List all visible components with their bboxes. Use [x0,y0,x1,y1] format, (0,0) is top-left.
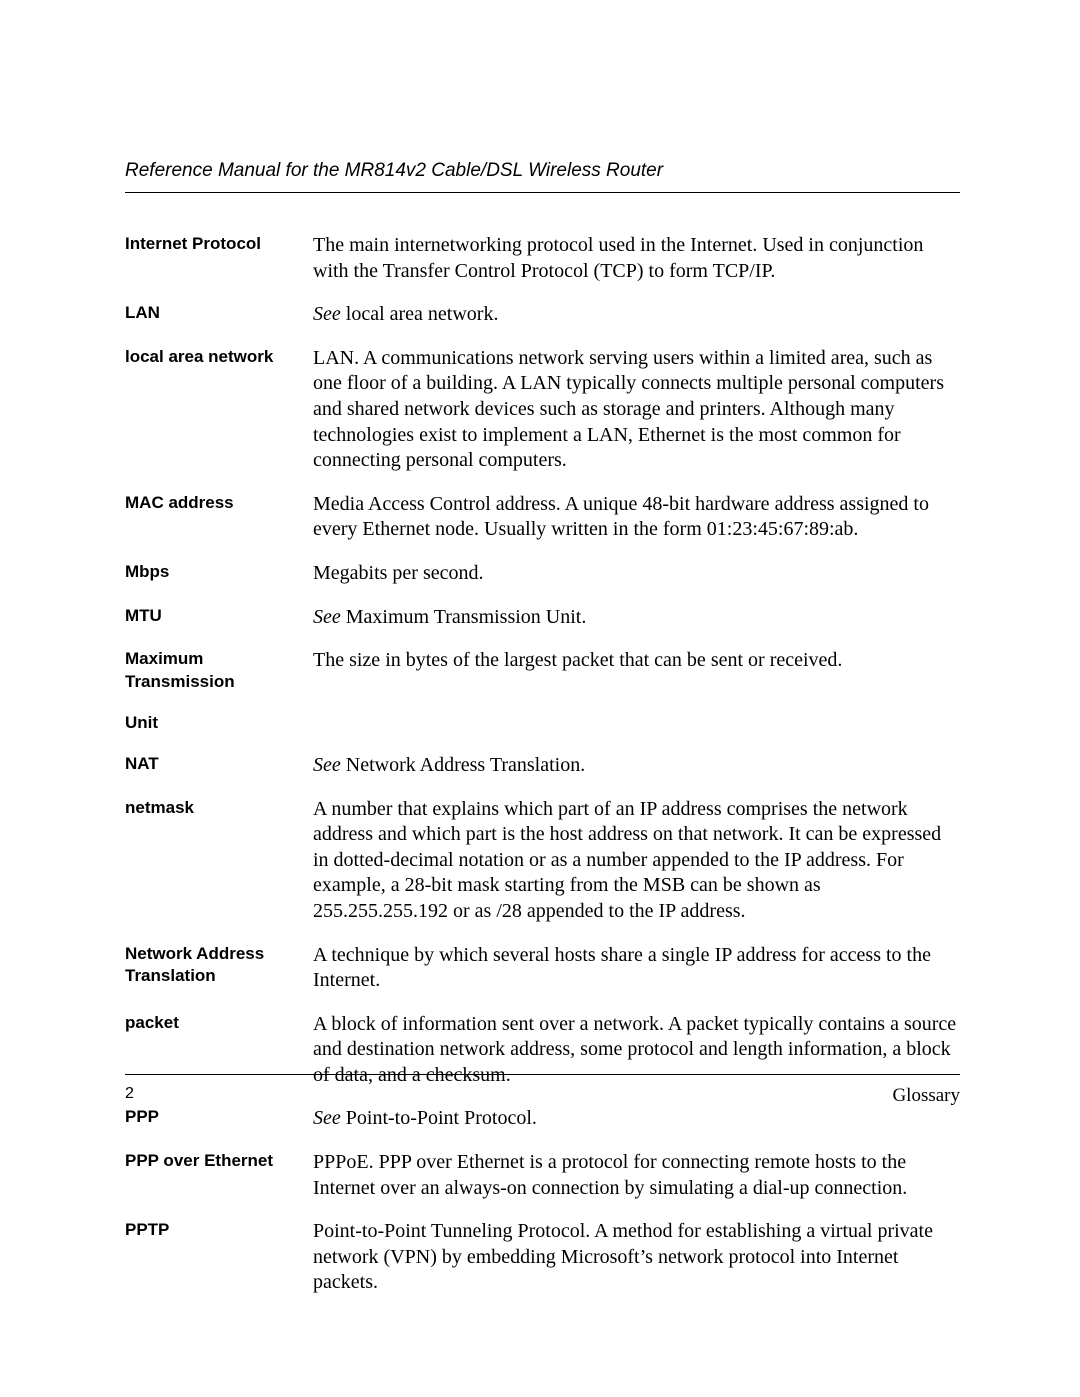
see-prefix: See [313,606,341,628]
definition: See Network Address Translation. [313,753,960,779]
definition: Point-to-Point Tunneling Protocol. A met… [313,1219,960,1296]
definition: A number that explains which part of an … [313,797,960,925]
glossary-entry: local area network LAN. A communications… [125,346,960,474]
term: Unit [125,712,313,735]
definition: Megabits per second. [313,561,960,587]
glossary-entry: PPP See Point-to-Point Protocol. [125,1106,960,1132]
term: PPP [125,1106,313,1129]
glossary-entry: MAC address Media Access Control address… [125,492,960,543]
term: Mbps [125,561,313,584]
definition: LAN. A communications network serving us… [313,346,960,474]
page-footer: 2 Glossary [125,1074,960,1107]
see-target: local area network. [341,303,499,325]
see-prefix: See [313,303,341,325]
definition: Media Access Control address. A unique 4… [313,492,960,543]
term: packet [125,1012,313,1035]
see-prefix: See [313,754,341,776]
definition: See Maximum Transmission Unit. [313,605,960,631]
page-number: 2 [125,1085,134,1107]
glossary-list: Internet Protocol The main internetworki… [125,233,960,1296]
definition: The size in bytes of the largest packet … [313,648,960,674]
glossary-entry: PPTP Point-to-Point Tunneling Protocol. … [125,1219,960,1296]
term: netmask [125,797,313,820]
see-target: Network Address Translation. [341,754,585,776]
glossary-entry: Internet Protocol The main internetworki… [125,233,960,284]
term: LAN [125,302,313,325]
glossary-entry: LAN See local area network. [125,302,960,328]
see-prefix: See [313,1107,341,1129]
glossary-entry: Maximum Transmission The size in bytes o… [125,648,960,694]
glossary-entry: MTU See Maximum Transmission Unit. [125,605,960,631]
term: Network Address Translation [125,943,313,989]
term: Maximum Transmission [125,648,313,694]
see-target: Point-to-Point Protocol. [341,1107,537,1129]
definition: See local area network. [313,302,960,328]
see-target: Maximum Transmission Unit. [341,606,587,628]
definition: PPPoE. PPP over Ethernet is a protocol f… [313,1150,960,1201]
definition: The main internetworking protocol used i… [313,233,960,284]
glossary-entry: NAT See Network Address Translation. [125,753,960,779]
definition: See Point-to-Point Protocol. [313,1106,960,1132]
footer-section: Glossary [892,1085,960,1107]
term: Internet Protocol [125,233,313,256]
running-header: Reference Manual for the MR814v2 Cable/D… [125,160,960,193]
definition: A technique by which several hosts share… [313,943,960,994]
term: MAC address [125,492,313,515]
glossary-entry: netmask A number that explains which par… [125,797,960,925]
glossary-entry: Unit [125,712,960,735]
glossary-entry: Network Address Translation A technique … [125,943,960,994]
glossary-entry: PPP over Ethernet PPPoE. PPP over Ethern… [125,1150,960,1201]
term: PPP over Ethernet [125,1150,313,1173]
page: Reference Manual for the MR814v2 Cable/D… [0,0,1080,1397]
term: NAT [125,753,313,776]
term: MTU [125,605,313,628]
term: local area network [125,346,313,369]
glossary-entry: Mbps Megabits per second. [125,561,960,587]
term: PPTP [125,1219,313,1242]
